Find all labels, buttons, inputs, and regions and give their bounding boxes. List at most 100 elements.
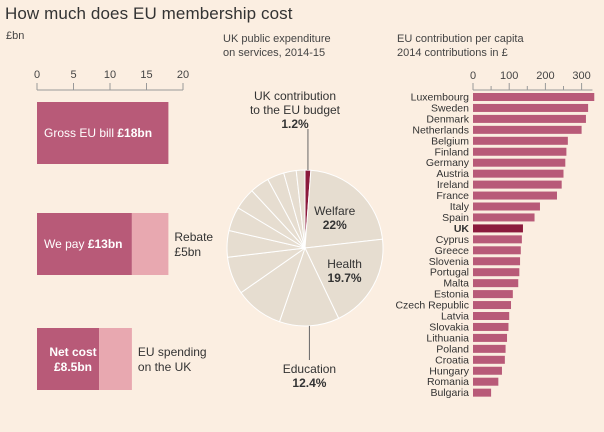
country-bar [473, 158, 566, 167]
country-bar [473, 180, 562, 189]
country-bar [473, 246, 521, 255]
cost-bar-segment [37, 102, 169, 164]
country-bar [473, 125, 582, 134]
country-bar [473, 103, 589, 112]
country-bar [473, 114, 586, 123]
country-bar [473, 312, 510, 320]
country-bar [473, 377, 499, 386]
left-unit-label: £bn [6, 30, 25, 42]
left-x-tick-label: 5 [70, 69, 76, 81]
country-label: Austria [436, 168, 469, 180]
country-bar [473, 290, 513, 299]
country-label: Denmark [426, 113, 469, 125]
country-bar [473, 355, 505, 364]
country-label: Germany [426, 157, 470, 169]
country-label: Spain [442, 212, 469, 224]
pie-label: to the EU budget [250, 103, 341, 117]
cost-bar-label-text: Gross EU bill [44, 126, 117, 140]
right-x-tick-label: 200 [536, 70, 554, 82]
country-label: Greece [435, 245, 470, 257]
country-label: Slovakia [429, 321, 469, 333]
country-bar [473, 333, 508, 342]
pie-slice [304, 169, 384, 249]
pie-value-label: 19.7% [328, 271, 362, 285]
left-x-tick-label: 10 [104, 69, 116, 81]
cost-bar-value-label: £13bn [88, 237, 123, 251]
country-label: Croatia [435, 354, 469, 366]
country-bar [473, 169, 564, 178]
pie-value-label: 1.2% [281, 117, 309, 131]
pie-slice [304, 238, 384, 320]
country-label: Portugal [430, 267, 469, 279]
country-bar [473, 279, 519, 288]
country-bar [473, 93, 595, 101]
pie-slice [295, 169, 306, 249]
country-bar [473, 322, 509, 331]
country-label: Ireland [437, 179, 469, 191]
cost-bar-segment [99, 328, 132, 390]
country-label: UK [454, 223, 470, 235]
cost-bar-label: Gross EU bill £18bn [44, 126, 152, 140]
country-label: Latvia [441, 311, 469, 323]
pie-label: Welfare [314, 204, 355, 218]
cost-bar-segment [131, 213, 169, 275]
per-capita-bar-chart: 0 100 200 300 LuxembourgSwedenDenmarkNetherl… [395, 70, 595, 399]
country-label: France [436, 190, 469, 202]
chart-title: How much does EU membership cost [5, 4, 293, 23]
eu-cost-bar-chart: 0 5 10 15 20 Gross EU bill £18bn We pay £13bn R… [34, 69, 213, 390]
cost-side-label: £5bn [174, 245, 201, 259]
pie-label: UK contribution [254, 89, 336, 103]
country-label: Luxembourg [411, 92, 470, 104]
country-label: Czech Republic [395, 300, 469, 312]
cost-bar-label: Net cost [49, 345, 96, 359]
country-bar [473, 147, 567, 156]
country-label: Italy [450, 201, 470, 213]
right-caption-line-1: EU contribution per capita [397, 33, 524, 45]
country-label: Romania [427, 376, 469, 388]
country-bar [473, 268, 520, 277]
right-x-tick-label: 100 [500, 70, 518, 82]
country-bar [473, 344, 506, 353]
country-bar [473, 191, 557, 200]
right-x-tick-label: 300 [572, 70, 590, 82]
left-x-tick-label: 15 [140, 69, 152, 81]
country-bar [473, 301, 512, 310]
pie-caption-line-1: UK public expenditure [223, 33, 331, 45]
pie-caption: UK public expenditure on services, 2014-… [223, 32, 331, 60]
left-x-tick-label: 0 [34, 69, 40, 81]
pie-label: Health [327, 257, 362, 271]
cost-side-label: Rebate [174, 230, 213, 244]
cost-bar-value-label: £8.5bn [54, 360, 92, 374]
country-label: Belgium [431, 135, 469, 147]
country-label: Malta [443, 278, 469, 290]
left-x-tick-label: 20 [177, 69, 189, 81]
country-label: Netherlands [412, 124, 469, 136]
country-bar [473, 224, 523, 233]
country-bar [473, 213, 535, 222]
country-bar [473, 202, 540, 211]
country-label: Estonia [434, 289, 469, 301]
country-label: Finland [435, 146, 470, 158]
cost-side-label: on the UK [138, 360, 191, 374]
pie-slice [278, 246, 340, 327]
right-x-tick-label: 0 [470, 70, 476, 82]
country-bar [473, 257, 521, 266]
pie-value-label: 22% [323, 218, 347, 232]
cost-bar-label: We pay £13bn [44, 237, 123, 251]
country-label: Poland [436, 343, 469, 355]
cost-bar-segment [37, 213, 132, 275]
cost-side-label: EU spending [138, 345, 207, 359]
pie-caption-line-2: on services, 2014-15 [223, 47, 326, 59]
pie-value-label: 12.4% [292, 376, 326, 390]
country-label: Bulgaria [430, 387, 469, 399]
cost-bar-label-text: We pay [44, 237, 88, 251]
right-caption-line-2: 2014 contributions in £ [397, 47, 508, 59]
country-label: Lithuania [426, 332, 469, 344]
country-bar [473, 235, 522, 244]
country-label: Slovenia [429, 256, 469, 268]
cost-bar-segment [37, 328, 100, 390]
country-label: Sweden [431, 102, 469, 114]
country-bar [473, 388, 492, 397]
pie-label: Education [283, 362, 336, 376]
